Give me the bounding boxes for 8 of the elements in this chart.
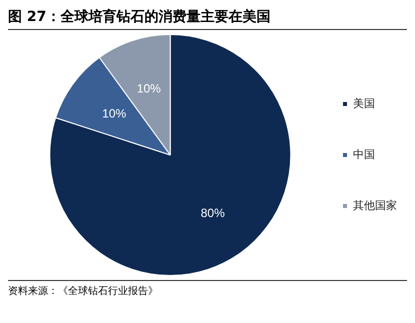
data-label: 10%	[136, 81, 162, 96]
data-label: 80%	[200, 206, 226, 220]
legend-label: 美国	[353, 96, 375, 110]
chart-title: 图 27：全球培育钻石的消费量主要在美国	[8, 8, 407, 30]
text: 资料来源：《全球钻石行业报告》	[8, 284, 159, 298]
legend-label: 其他国家	[353, 198, 397, 212]
data-label: 10%	[102, 106, 127, 121]
legend-label: 中国	[353, 148, 375, 161]
